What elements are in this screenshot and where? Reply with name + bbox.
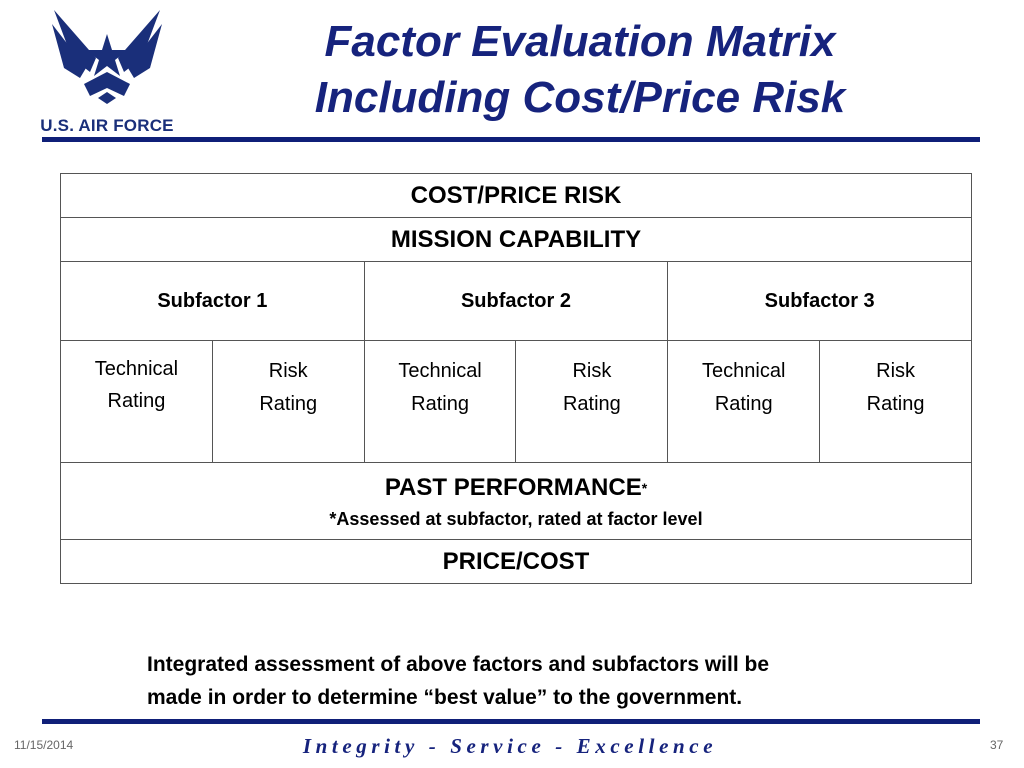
past-performance-heading: PAST PERFORMANCE* xyxy=(61,463,971,501)
footer-date: 11/15/2014 xyxy=(14,738,74,752)
summary-text: Integrated assessment of above factors a… xyxy=(147,648,927,714)
cost-price-risk-cell: COST/PRICE RISK xyxy=(60,173,972,218)
rating-line-2: Rating xyxy=(107,390,166,412)
rating-line-2: Rating xyxy=(714,393,773,415)
rating-line-2: Rating xyxy=(562,393,621,415)
mission-capability-row: MISSION CAPABILITY xyxy=(60,217,972,262)
technical-rating-cell-3: Technical Rating xyxy=(667,340,821,463)
rating-line-2: Rating xyxy=(866,393,925,415)
subfactor-2-cell: Subfactor 2 xyxy=(363,261,669,341)
technical-rating-cell-2: Technical Rating xyxy=(363,340,517,463)
summary-line-1: Integrated assessment of above factors a… xyxy=(147,653,770,676)
footer-divider xyxy=(42,719,980,724)
air-force-wings-icon xyxy=(52,10,162,104)
page-title: Factor Evaluation Matrix Including Cost/… xyxy=(220,14,940,126)
risk-rating-cell-3: Risk Rating xyxy=(819,340,972,463)
past-performance-row: PAST PERFORMANCE* *Assessed at subfactor… xyxy=(60,462,972,540)
logo-text: U.S. AIR FORCE xyxy=(40,116,174,135)
subfactor-3-cell: Subfactor 3 xyxy=(667,261,972,341)
risk-rating-cell-2: Risk Rating xyxy=(515,340,669,463)
title-line-2: Including Cost/Price Risk xyxy=(314,73,846,122)
header-divider xyxy=(42,137,980,142)
page-number: 37 xyxy=(990,738,1004,752)
rating-line-2: Rating xyxy=(411,393,469,415)
rating-line-2: Rating xyxy=(259,393,318,415)
rating-line-1: Technical xyxy=(702,360,786,382)
air-force-logo: U.S. AIR FORCE xyxy=(28,6,186,135)
technical-rating-cell-1: Technical Rating xyxy=(60,340,213,463)
title-line-1: Factor Evaluation Matrix xyxy=(324,17,836,66)
price-cost-cell: PRICE/COST xyxy=(60,539,972,584)
footer-motto: Integrity - Service - Excellence xyxy=(302,734,718,758)
subfactor-1-cell: Subfactor 1 xyxy=(60,261,365,341)
rating-line-1: Risk xyxy=(572,360,612,382)
rating-line-1: Risk xyxy=(268,360,308,382)
mission-capability-cell: MISSION CAPABILITY xyxy=(60,217,972,262)
risk-rating-cell-1: Risk Rating xyxy=(211,340,365,463)
past-performance-marker: * xyxy=(641,480,648,496)
rating-line-1: Risk xyxy=(876,360,916,382)
past-performance-cell: PAST PERFORMANCE* *Assessed at subfactor… xyxy=(60,462,972,540)
subfactor-row: Subfactor 1 Subfactor 2 Subfactor 3 xyxy=(60,261,972,341)
rating-line-1: Technical xyxy=(94,358,179,380)
past-performance-note: *Assessed at subfactor, rated at factor … xyxy=(329,509,703,529)
factor-evaluation-matrix: COST/PRICE RISK MISSION CAPABILITY Subfa… xyxy=(60,173,972,584)
rating-row: Technical Rating Risk Rating Technical R… xyxy=(60,340,972,463)
cost-price-risk-row: COST/PRICE RISK xyxy=(60,173,972,218)
rating-line-1: Technical xyxy=(398,360,482,382)
summary-line-2: made in order to determine “best value” … xyxy=(147,686,743,709)
past-performance-label: PAST PERFORMANCE xyxy=(384,474,642,501)
price-cost-row: PRICE/COST xyxy=(60,539,972,584)
